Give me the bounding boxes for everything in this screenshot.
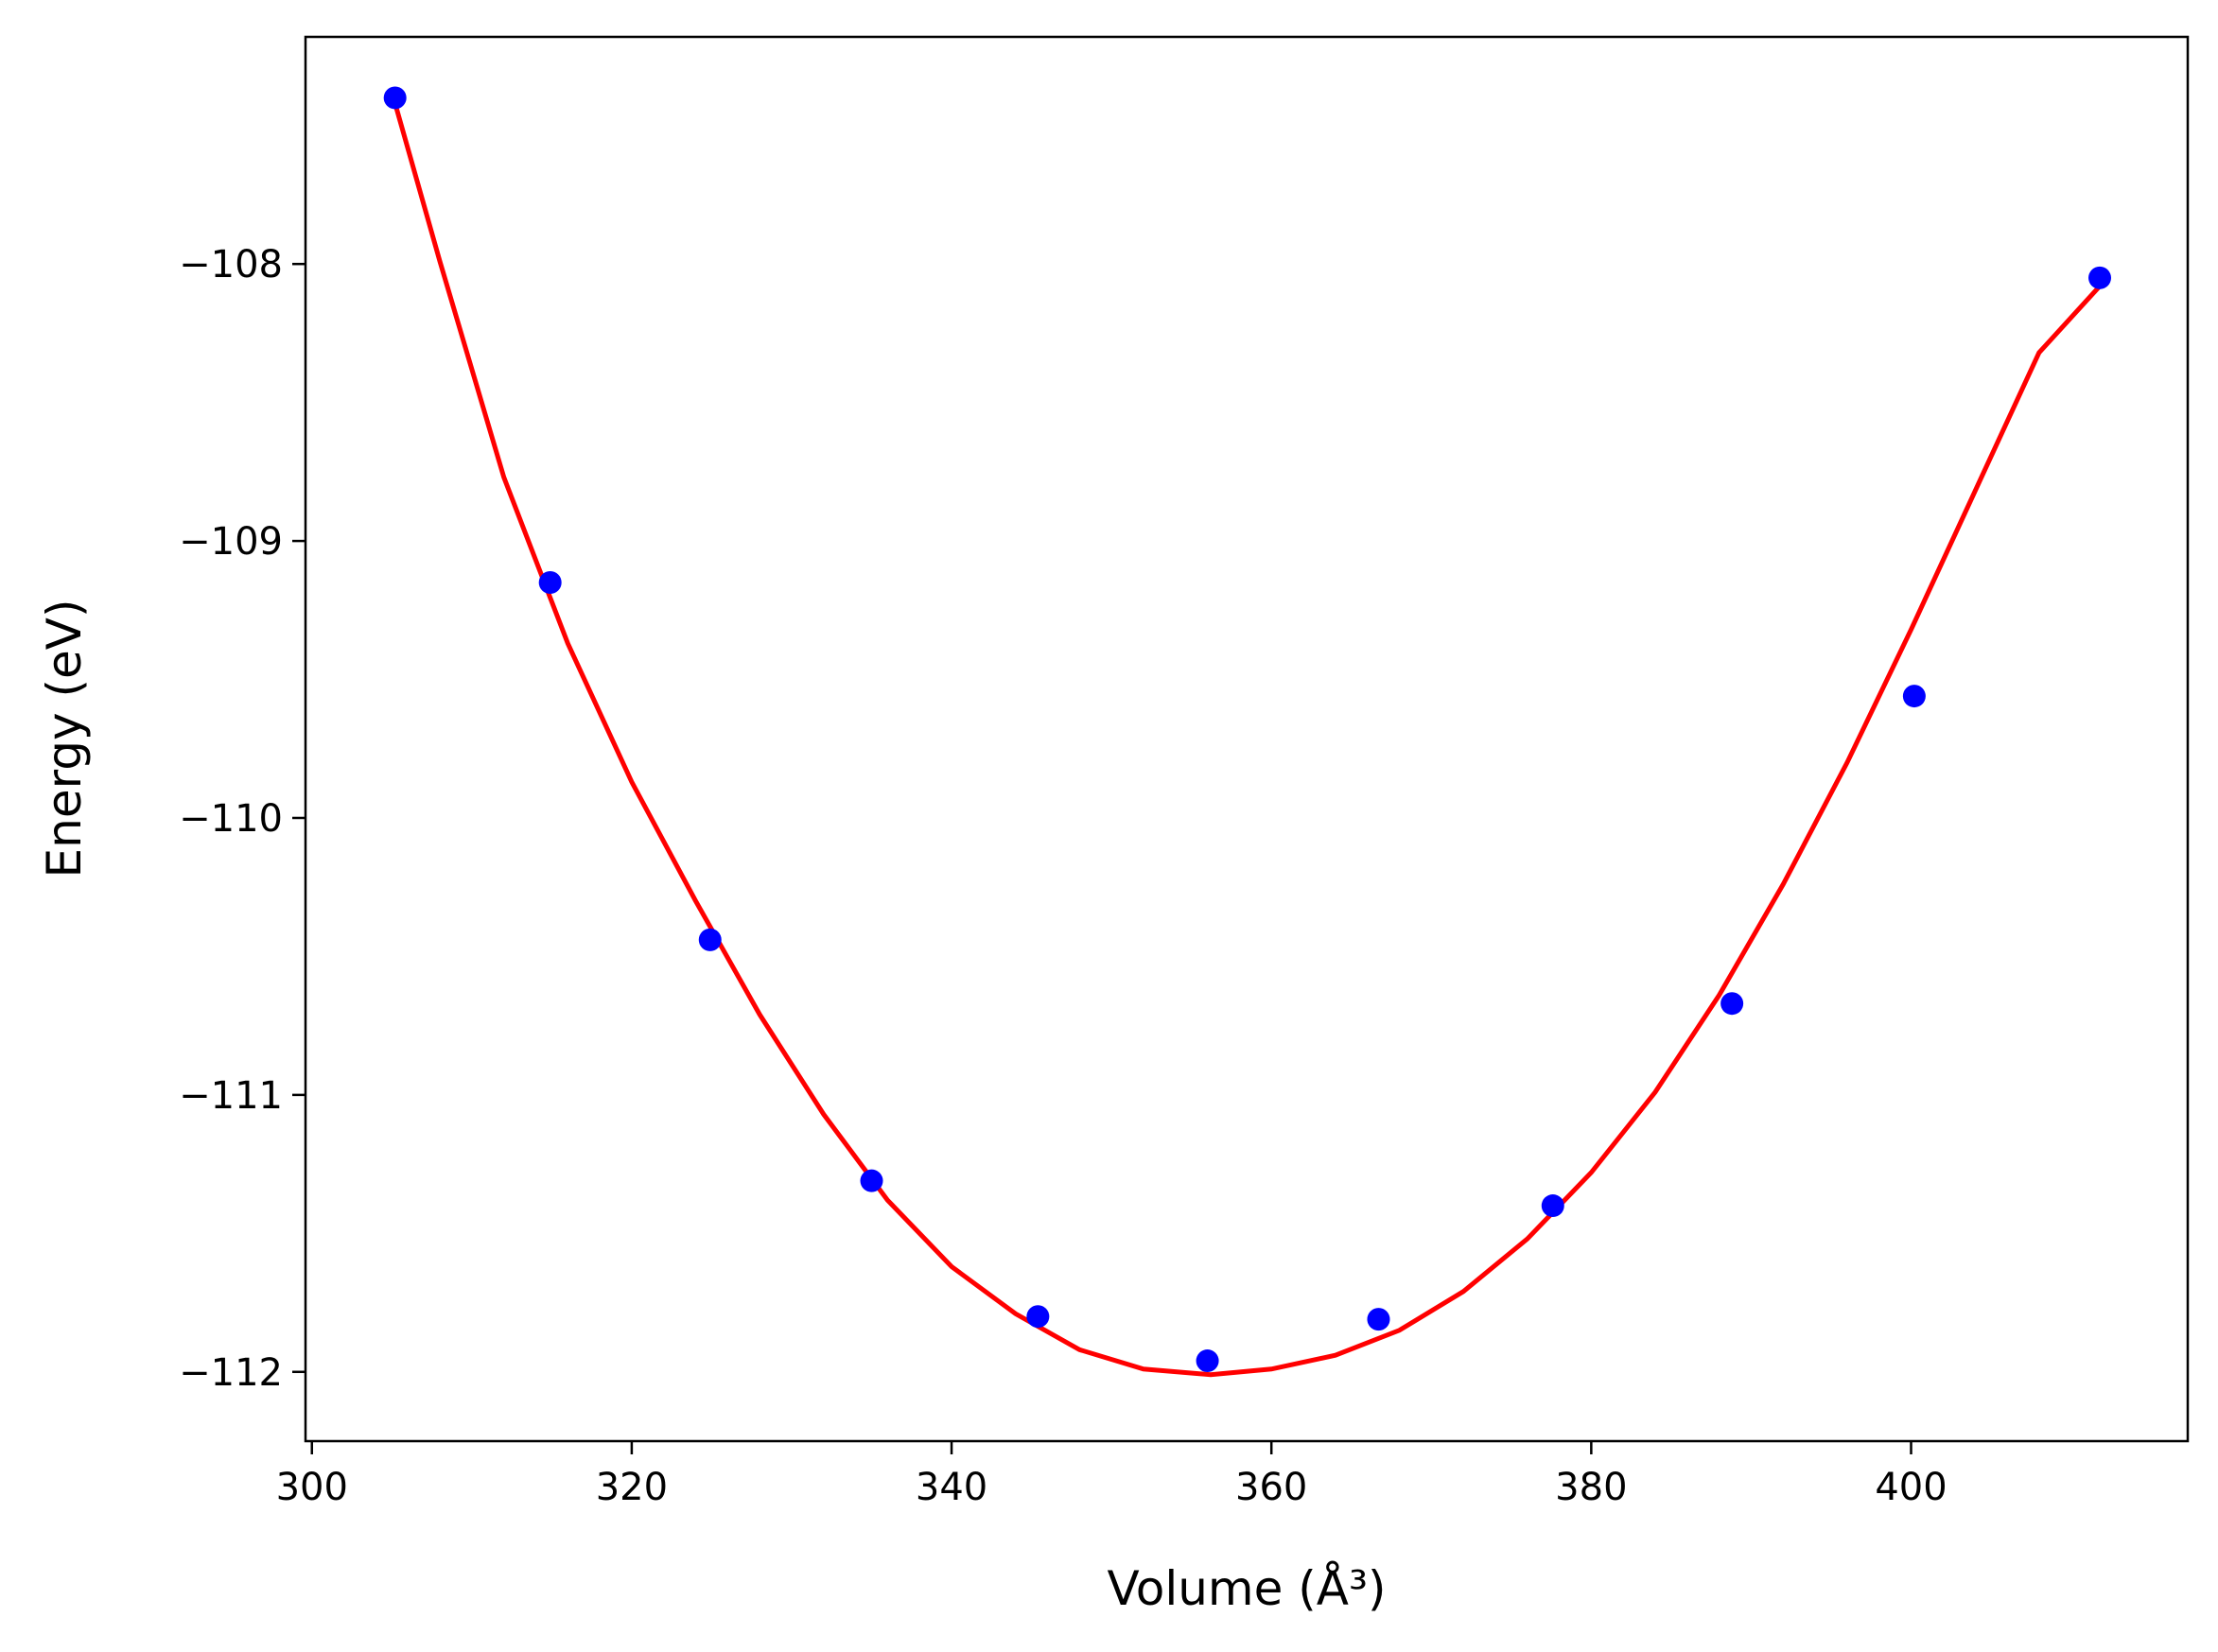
chart-marks xyxy=(383,86,2112,1378)
plot-area xyxy=(306,37,2188,1441)
data-point xyxy=(1196,1349,1219,1373)
y-tick-label: −111 xyxy=(179,1074,283,1118)
y-tick-label: −109 xyxy=(179,520,283,564)
x-tick-label: 400 xyxy=(1875,1466,1947,1509)
x-tick-label: 320 xyxy=(596,1466,668,1509)
data-point xyxy=(2088,266,2112,289)
data-point xyxy=(538,571,562,595)
x-tick-label: 360 xyxy=(1235,1466,1307,1509)
x-tick-label: 380 xyxy=(1555,1466,1627,1509)
data-point xyxy=(1720,992,1744,1016)
data-point xyxy=(1367,1308,1390,1331)
data-point xyxy=(860,1169,883,1192)
y-tick-label: −110 xyxy=(179,797,283,841)
data-point xyxy=(383,86,407,110)
data-point xyxy=(1541,1194,1564,1218)
data-point xyxy=(698,928,722,951)
y-tick-label: −108 xyxy=(179,243,283,287)
data-point xyxy=(1026,1305,1050,1329)
plot-frame xyxy=(304,35,2190,1443)
x-tick-label: 300 xyxy=(276,1466,348,1509)
x-tick-label: 340 xyxy=(916,1466,987,1509)
x-axis-label: Volume (Å³) xyxy=(1107,1561,1386,1616)
y-axis-label: Energy (eV) xyxy=(37,600,92,878)
x-axis: 300 320 340 360 380 400 xyxy=(276,1441,1947,1509)
fit-curve xyxy=(393,102,2102,1378)
y-axis: −112 −111 −110 −109 −108 xyxy=(179,243,306,1395)
y-tick-label: −112 xyxy=(179,1351,283,1395)
data-point xyxy=(1902,685,1926,708)
